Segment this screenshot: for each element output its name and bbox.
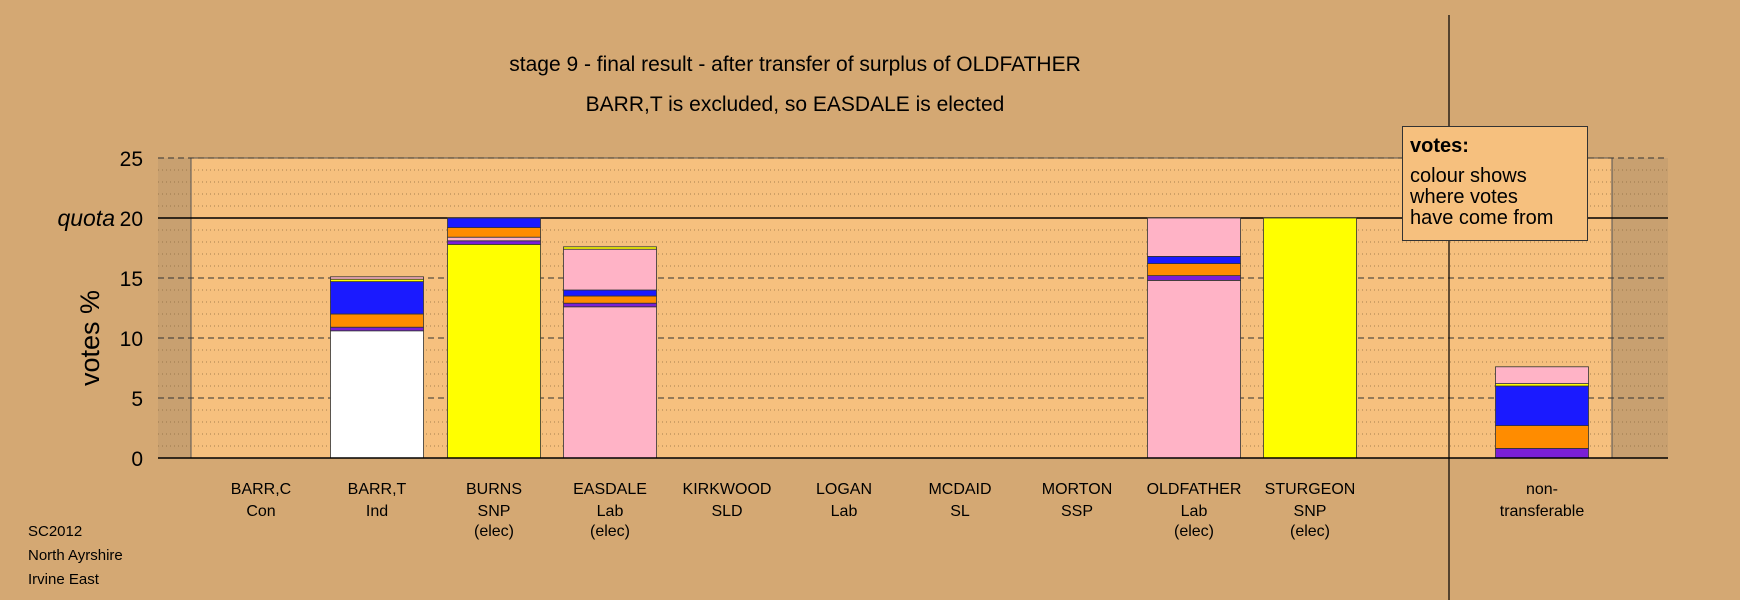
y-tick-label: 5 (131, 388, 143, 411)
category-party: Ind (366, 503, 388, 520)
category-party: Lab (831, 503, 858, 520)
category-party: SSP (1061, 503, 1093, 520)
bar-segment (1147, 217, 1241, 257)
bar-segment (447, 236, 541, 242)
category-label: KIRKWOOD (683, 481, 772, 498)
category-label: BARR,T (348, 481, 407, 498)
bar-segment (330, 326, 424, 332)
category-party: transferable (1500, 503, 1585, 520)
y-tick-label: 0 (131, 448, 143, 471)
category-status: (elec) (474, 523, 514, 540)
category-label: MORTON (1042, 481, 1113, 498)
bar-segment (563, 248, 657, 291)
category-party: Lab (597, 503, 624, 520)
category-party: SNP (1294, 503, 1327, 520)
plot-side-left (158, 158, 191, 458)
category-label: LOGAN (816, 481, 872, 498)
y-axis-label: votes % (75, 290, 105, 386)
category-status: (elec) (1290, 523, 1330, 540)
category-label: EASDALE (573, 481, 647, 498)
chart-title: stage 9 - final result - after transfer … (509, 53, 1081, 76)
bar-segment (447, 227, 541, 238)
category-label: non- (1526, 481, 1558, 498)
bar-segment (330, 330, 424, 459)
bar-segment (330, 313, 424, 328)
bar-segment (330, 276, 424, 280)
bar-segment (1147, 263, 1241, 277)
y-tick-label: 25 (120, 148, 143, 171)
bar-segment (330, 281, 424, 315)
category-party: SLD (711, 503, 742, 520)
category-party: SL (950, 503, 970, 520)
category-label: STURGEON (1265, 481, 1356, 498)
y-tick-label: 20 (120, 208, 143, 231)
bar-segment (447, 217, 541, 229)
category-label: BURNS (466, 481, 522, 498)
legend-line-1: colour shows (1410, 165, 1527, 187)
chart-subtitle: BARR,T is excluded, so EASDALE is electe… (585, 93, 1005, 116)
quota-label: quota (57, 205, 115, 231)
footer-election: SC2012 (28, 523, 83, 540)
category-party: Con (246, 503, 275, 520)
legend-line-3: have come from (1410, 207, 1554, 229)
category-party: Lab (1181, 503, 1208, 520)
bar-segment (563, 306, 657, 459)
category-status: (elec) (590, 523, 630, 540)
plot-area (190, 157, 1613, 459)
bar-segment (447, 243, 541, 459)
footer-council: North Ayrshire (28, 547, 123, 564)
bar-segment (563, 289, 657, 297)
y-tick-label: 15 (120, 268, 143, 291)
bar-segment (447, 240, 541, 245)
bar-segment (1495, 425, 1589, 449)
legend-box: votes: colour shows where votes have com… (1402, 126, 1588, 241)
bar-segment (563, 295, 657, 304)
footer-ward: Irvine East (28, 571, 99, 588)
bar-segment (1147, 279, 1241, 459)
y-tick-label: 10 (120, 328, 143, 351)
bar-segment (1495, 366, 1589, 384)
bar-segment (1495, 385, 1589, 426)
legend-line-2: where votes (1410, 186, 1518, 208)
category-label: OLDFATHER (1147, 481, 1242, 498)
plot-side-right (1612, 158, 1668, 458)
legend-text: colour shows where votes have come from (1410, 166, 1580, 229)
legend-title: votes: (1410, 135, 1469, 157)
bar-segment (1147, 255, 1241, 264)
bar-segment (563, 302, 657, 308)
bar-segment (563, 246, 657, 250)
category-label: BARR,C (231, 481, 291, 498)
category-party: SNP (478, 503, 511, 520)
bar-segment (1495, 447, 1589, 459)
bar-segment (1263, 217, 1357, 459)
bar-segment (1147, 275, 1241, 281)
category-status: (elec) (1174, 523, 1214, 540)
category-label: MCDAID (928, 481, 991, 498)
